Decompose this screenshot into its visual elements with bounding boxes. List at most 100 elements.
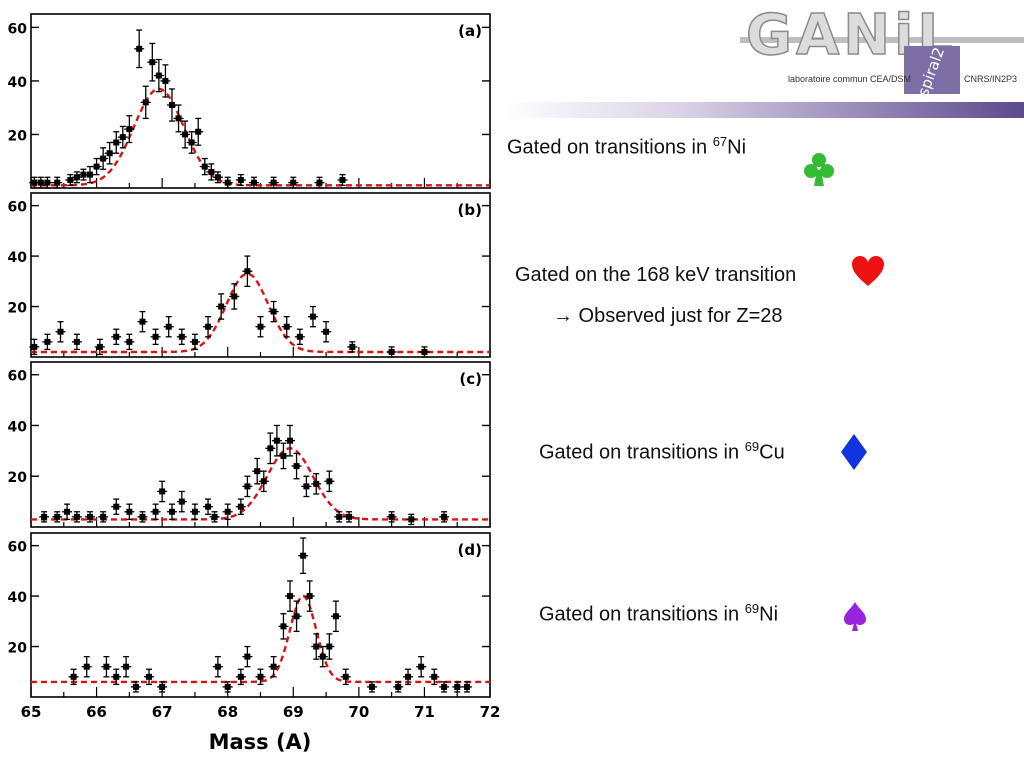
- data-point: [296, 333, 303, 340]
- data-point: [293, 613, 300, 620]
- data-point: [326, 643, 333, 650]
- data-point: [195, 128, 202, 135]
- data-point: [280, 452, 287, 459]
- data-point: [31, 179, 38, 186]
- data-point: [67, 176, 74, 183]
- data-point: [270, 179, 277, 186]
- data-point: [201, 163, 208, 170]
- data-point: [224, 508, 231, 515]
- data-point: [149, 59, 156, 66]
- data-point: [146, 673, 153, 680]
- data-point: [293, 463, 300, 470]
- data-point: [126, 508, 133, 515]
- data-point: [303, 483, 310, 490]
- y-tick-label: 20: [8, 470, 28, 486]
- data-point: [168, 102, 175, 109]
- data-point: [41, 513, 48, 520]
- data-point: [80, 171, 87, 178]
- data-point: [132, 683, 139, 690]
- data-point: [37, 179, 44, 186]
- data-point: [73, 174, 80, 181]
- data-point: [113, 673, 120, 680]
- plot-frame: [30, 13, 491, 189]
- data-point: [182, 131, 189, 138]
- data-point: [388, 513, 395, 520]
- data-point: [139, 513, 146, 520]
- data-point: [319, 653, 326, 660]
- data-point: [73, 338, 80, 345]
- fit-curve: [31, 447, 490, 521]
- x-tick-label: 67: [152, 703, 173, 721]
- data-point: [191, 508, 198, 515]
- data-point: [119, 134, 126, 141]
- logo-right-text: CNRS/IN2P3: [964, 74, 1017, 84]
- data-point: [244, 483, 251, 490]
- x-tick-label: 72: [480, 703, 501, 721]
- data-point: [136, 45, 143, 52]
- data-point: [342, 673, 349, 680]
- data-point: [454, 683, 461, 690]
- data-point: [113, 503, 120, 510]
- data-point: [165, 323, 172, 330]
- data-point: [44, 338, 51, 345]
- data-point: [44, 179, 51, 186]
- data-point: [326, 478, 333, 485]
- data-point: [100, 155, 107, 162]
- caption-b-line1: Gated on the 168 keV transition: [515, 264, 797, 286]
- data-point: [126, 338, 133, 345]
- data-point: [309, 313, 316, 320]
- x-tick-label: 68: [217, 703, 238, 721]
- data-point: [123, 663, 130, 670]
- data-point: [106, 150, 113, 157]
- y-tick-label: 20: [8, 128, 28, 144]
- data-point: [191, 338, 198, 345]
- data-point: [408, 516, 415, 523]
- x-tick-label: 66: [86, 703, 107, 721]
- y-tick-label: 60: [8, 369, 28, 385]
- data-point: [205, 503, 212, 510]
- plot-frame: [30, 361, 491, 528]
- data-point: [175, 115, 182, 122]
- data-point: [244, 268, 251, 275]
- data-point: [313, 480, 320, 487]
- data-point: [316, 179, 323, 186]
- spade-icon: [844, 602, 866, 631]
- y-tick-label: 40: [8, 75, 28, 91]
- caption-a: Gated on transitions in 67Ni: [507, 134, 747, 159]
- y-tick-label: 40: [8, 250, 28, 266]
- panel-label: (b): [458, 201, 482, 219]
- data-point: [237, 176, 244, 183]
- data-point: [300, 552, 307, 559]
- x-tick-label: 65: [21, 703, 42, 721]
- data-point: [257, 673, 264, 680]
- data-point: [287, 593, 294, 600]
- data-point: [418, 663, 425, 670]
- data-point: [113, 333, 120, 340]
- data-point: [339, 176, 346, 183]
- data-point: [64, 508, 71, 515]
- panel-label: (c): [459, 370, 482, 388]
- data-point: [57, 328, 64, 335]
- data-point: [273, 437, 280, 444]
- data-point: [368, 683, 375, 690]
- data-point: [87, 513, 94, 520]
- y-tick-label: 20: [8, 641, 28, 657]
- caption-d: Gated on transitions in 69Ni: [539, 601, 779, 626]
- header-divider: [500, 102, 1024, 118]
- data-point: [93, 163, 100, 170]
- data-point: [346, 513, 353, 520]
- data-point: [280, 623, 287, 630]
- data-point: [113, 139, 120, 146]
- y-tick-label: 60: [8, 200, 28, 216]
- data-point: [267, 445, 274, 452]
- data-point: [96, 343, 103, 350]
- data-point: [332, 613, 339, 620]
- data-point: [283, 323, 290, 330]
- data-point: [87, 171, 94, 178]
- data-point: [395, 683, 402, 690]
- data-point: [260, 478, 267, 485]
- data-point: [54, 513, 61, 520]
- data-point: [218, 303, 225, 310]
- data-point: [159, 683, 166, 690]
- ganil-spiral2-logo: GANiL spiral2 laboratoire commun CEA/DSM…: [740, 2, 1024, 98]
